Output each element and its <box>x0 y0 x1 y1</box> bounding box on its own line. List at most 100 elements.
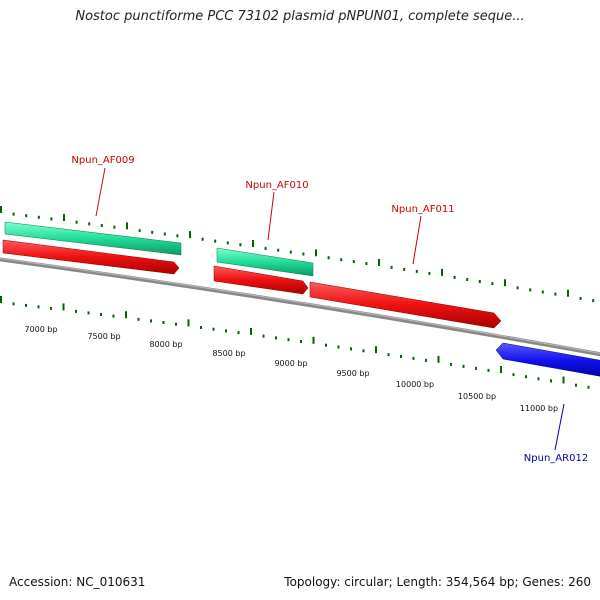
minor-tick <box>516 286 519 290</box>
minor-tick <box>239 243 242 247</box>
minor-tick <box>75 220 78 224</box>
minor-tick <box>137 317 140 321</box>
minor-tick <box>150 319 152 323</box>
minor-tick <box>541 290 544 294</box>
minor-tick <box>277 248 280 252</box>
minor-tick <box>390 265 393 269</box>
major-tick <box>0 296 2 303</box>
ruler-label: 10500 bp <box>458 392 496 401</box>
minor-tick <box>302 252 305 256</box>
major-tick <box>252 240 254 247</box>
ruler-label: 7000 bp <box>24 325 57 334</box>
major-tick <box>62 303 65 311</box>
ruler-label: 9500 bp <box>336 369 369 378</box>
minor-tick <box>327 256 330 260</box>
minor-tick <box>88 222 91 226</box>
minor-tick <box>403 267 406 271</box>
gene-label[interactable]: Npun_AF011 <box>391 204 454 215</box>
gene-arrow-af011[interactable] <box>309 281 502 329</box>
minor-tick <box>550 379 552 383</box>
minor-tick <box>87 311 90 315</box>
gene-label[interactable]: Npun_AF009 <box>71 155 134 166</box>
minor-tick <box>365 262 368 265</box>
major-tick <box>125 311 127 319</box>
minor-tick <box>212 327 215 331</box>
minor-tick <box>50 306 52 310</box>
major-tick <box>378 259 380 266</box>
cds-feature-af010[interactable] <box>216 247 314 277</box>
gene-arrow-af010[interactable] <box>213 265 309 295</box>
cds-feature-af009[interactable] <box>4 221 182 256</box>
label-line-af010 <box>267 191 275 241</box>
minor-tick <box>537 377 540 381</box>
minor-tick <box>428 271 431 275</box>
minor-tick <box>387 353 390 357</box>
minor-tick <box>450 362 452 366</box>
ruler-label: 8000 bp <box>149 340 182 349</box>
minor-tick <box>487 368 490 372</box>
minor-tick <box>475 366 477 370</box>
minor-tick <box>37 215 40 219</box>
minor-tick <box>176 234 179 238</box>
minor-tick <box>112 314 115 318</box>
major-tick <box>187 319 190 327</box>
minor-tick <box>226 241 229 245</box>
minor-tick <box>113 225 116 229</box>
minor-tick <box>491 282 494 286</box>
topology-summary: Topology: circular; Length: 354,564 bp; … <box>284 575 591 589</box>
minor-tick <box>575 383 577 387</box>
major-tick <box>126 222 128 230</box>
minor-tick <box>162 321 165 324</box>
major-tick <box>315 249 317 257</box>
label-line-af009 <box>95 167 106 217</box>
backbone-highlight <box>0 257 600 354</box>
minor-tick <box>579 296 582 300</box>
minor-tick <box>262 334 265 338</box>
major-tick <box>504 279 506 287</box>
inner-tick-track <box>0 296 590 389</box>
minor-tick <box>525 375 527 379</box>
accession-text: Accession: NC_010631 <box>9 575 146 589</box>
minor-tick <box>12 302 15 306</box>
major-tick <box>562 376 565 384</box>
minor-tick <box>201 237 204 241</box>
minor-tick <box>225 329 227 333</box>
minor-tick <box>25 214 28 218</box>
minor-tick <box>415 269 418 273</box>
minor-tick <box>275 336 277 340</box>
minor-tick <box>237 331 240 335</box>
minor-tick <box>200 326 202 329</box>
gene-arrow-ar012[interactable] <box>495 342 600 378</box>
minor-tick <box>214 239 217 243</box>
minor-tick <box>12 212 15 216</box>
minor-tick <box>300 340 302 343</box>
major-tick <box>189 231 191 239</box>
minor-tick <box>75 309 77 313</box>
label-line-af011 <box>412 215 422 265</box>
major-tick <box>0 206 2 213</box>
gene-arrow-af009[interactable] <box>2 239 180 275</box>
minor-tick <box>362 349 365 353</box>
major-tick <box>63 214 65 221</box>
major-tick <box>437 355 440 363</box>
minor-tick <box>462 364 465 368</box>
minor-tick <box>512 373 515 377</box>
minor-tick <box>138 229 141 233</box>
major-tick <box>567 289 569 297</box>
major-tick <box>441 268 443 276</box>
major-tick <box>250 327 252 335</box>
label-line-ar012 <box>554 403 565 451</box>
minor-tick <box>175 322 177 326</box>
ruler-label: 7500 bp <box>87 332 120 341</box>
minor-tick <box>554 292 557 296</box>
minor-tick <box>453 275 456 279</box>
minor-tick <box>529 288 532 292</box>
ruler-label: 9000 bp <box>274 359 307 368</box>
gene-label[interactable]: Npun_AF010 <box>245 180 308 191</box>
gene-label[interactable]: Npun_AR012 <box>524 453 588 464</box>
minor-tick <box>50 217 53 221</box>
minor-tick <box>264 246 267 250</box>
major-tick <box>375 346 377 354</box>
ruler-label: 11000 bp <box>520 404 558 413</box>
